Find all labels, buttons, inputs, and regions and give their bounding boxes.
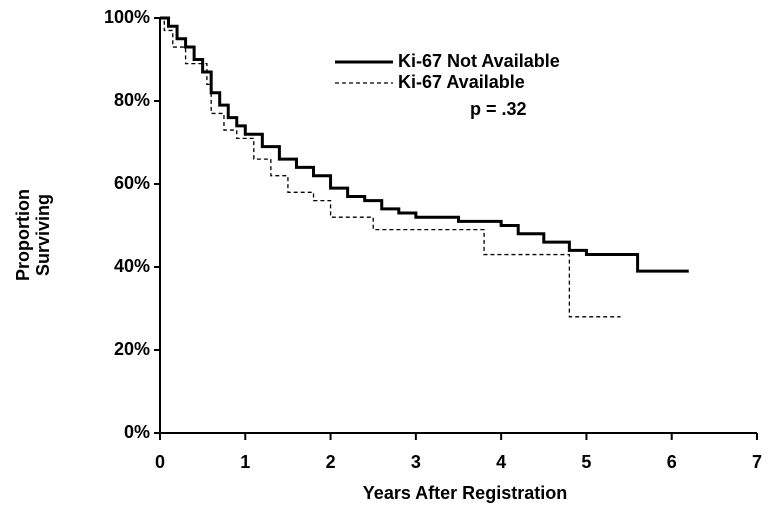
x-tick-label: 4: [496, 452, 506, 472]
x-tick-label: 0: [155, 452, 165, 472]
y-tick-label: 60%: [114, 173, 150, 193]
survival-curve: [160, 17, 621, 318]
y-tick-label: 0%: [124, 422, 150, 442]
y-tick-label: 20%: [114, 339, 150, 359]
x-tick-label: 2: [326, 452, 336, 472]
x-tick-label: 5: [581, 452, 591, 472]
x-tick-label: 6: [667, 452, 677, 472]
survival-curve: [160, 16, 689, 273]
y-tick-label: 80%: [114, 90, 150, 110]
y-tick-label: 100%: [104, 7, 150, 27]
x-axis-label: Years After Registration: [363, 483, 567, 503]
y-tick-label: 40%: [114, 256, 150, 276]
legend-label: Ki-67 Not Available: [398, 51, 560, 71]
annotation: p = .32: [470, 99, 527, 119]
y-axis-label: Surviving: [33, 194, 53, 276]
x-tick-label: 3: [411, 452, 421, 472]
x-tick-label: 7: [752, 452, 762, 472]
x-tick-label: 1: [240, 452, 250, 472]
y-axis-label: Proportion: [13, 189, 33, 281]
legend-label: Ki-67 Available: [398, 72, 525, 92]
